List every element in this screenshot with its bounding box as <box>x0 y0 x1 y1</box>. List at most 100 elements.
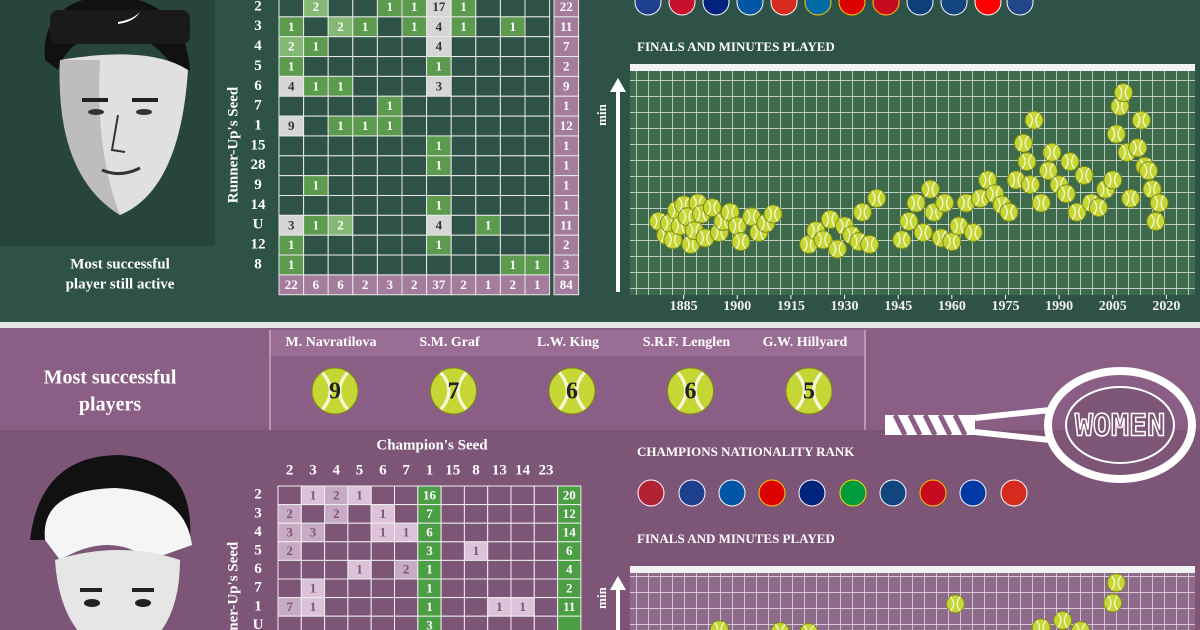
tennis-ball <box>1067 202 1087 222</box>
ball-body <box>892 230 912 250</box>
column-label: 13 <box>492 462 507 478</box>
row-label: U <box>253 617 264 630</box>
flag <box>1006 0 1034 16</box>
cell-value: 3 <box>436 78 443 93</box>
matrix-cell <box>394 504 419 524</box>
cell-value: 2 <box>286 543 293 558</box>
cell-value: 2 <box>403 562 410 577</box>
cell-value: 2 <box>333 487 340 502</box>
flag <box>1000 479 1028 507</box>
nose <box>110 114 126 153</box>
matrix-cell <box>401 234 428 256</box>
cell-value: 3 <box>310 524 317 539</box>
matrix-cell <box>376 214 403 236</box>
ball-body <box>1021 175 1041 195</box>
matrix-cell <box>352 254 378 276</box>
ball-seam <box>1150 213 1162 230</box>
row-total: 1 <box>563 98 570 113</box>
matrix-cell <box>499 0 526 18</box>
matrix-cell <box>487 559 512 580</box>
ball-seam <box>949 596 961 612</box>
ball-seam <box>824 211 836 228</box>
tennis-ball <box>1056 184 1076 204</box>
flag <box>736 0 764 16</box>
ball-seam <box>1028 112 1040 128</box>
tennis-ball <box>945 594 965 614</box>
matrix-cell <box>394 615 419 630</box>
cell-value: 2 <box>288 39 295 54</box>
flag <box>770 0 798 16</box>
ball-seam <box>960 195 972 211</box>
matrix-cell <box>533 559 559 580</box>
matrix-cell <box>450 95 477 117</box>
cell-value: 1 <box>436 138 443 153</box>
cell-value: 1 <box>386 118 393 133</box>
matrix-cell <box>347 615 372 630</box>
ball-body <box>1074 165 1094 185</box>
row-total: 2 <box>563 237 570 252</box>
matrix-cell <box>352 56 378 77</box>
tennis-ball <box>702 198 722 218</box>
matrix-cell <box>487 615 512 630</box>
flag <box>959 479 987 507</box>
column-total: 6 <box>313 277 320 292</box>
matrix-cell <box>327 135 354 157</box>
ball-body <box>935 193 955 213</box>
ball-seam <box>439 371 468 411</box>
cell-value: 4 <box>436 19 443 34</box>
row-total: 7 <box>563 39 570 54</box>
cell-value: 1 <box>460 0 467 14</box>
matrix-cell <box>533 522 559 543</box>
cell-value: 1 <box>411 0 418 14</box>
matrix-cell <box>394 485 419 506</box>
ball-seam <box>1153 195 1165 211</box>
ball-body <box>785 367 833 415</box>
cell-value: 4 <box>288 78 295 93</box>
ball-seam <box>1046 144 1058 161</box>
player-titles: 7 <box>448 379 460 405</box>
cell-value: 1 <box>313 217 320 232</box>
matrix-cell <box>352 234 378 256</box>
matrix-cell <box>499 155 526 177</box>
matrix-cell <box>300 504 326 524</box>
eye <box>136 109 152 115</box>
ball-body <box>860 234 880 254</box>
ball-seam <box>1125 190 1137 207</box>
matrix-cell <box>510 578 535 599</box>
ball-seam <box>1003 204 1015 220</box>
matrix-cell <box>524 214 551 236</box>
cell-value: 1 <box>485 217 492 232</box>
headband <box>50 10 190 44</box>
cell-value: 3 <box>288 217 295 232</box>
tennis-ball <box>1031 193 1051 213</box>
matrix-cell <box>401 95 428 117</box>
cell-value: 1 <box>436 197 443 212</box>
matrix-cell <box>524 155 551 177</box>
row-label: 3 <box>254 18 262 34</box>
matrix-cell <box>510 522 535 543</box>
matrix-cell <box>278 175 305 196</box>
row-label: 6 <box>254 78 262 94</box>
matrix-cell <box>463 522 489 543</box>
player-name: G.W. Hillyard <box>763 335 848 350</box>
ball-seam <box>803 624 815 630</box>
total-cell <box>553 274 580 296</box>
matrix-cell <box>277 485 302 506</box>
cell-value: 1 <box>426 562 433 577</box>
ball-seam <box>676 371 705 411</box>
matrix-cell <box>303 135 329 157</box>
matrix-cell <box>475 95 501 117</box>
face <box>55 550 180 630</box>
tennis-ball <box>920 179 940 199</box>
ball-seam <box>699 230 711 246</box>
cell-value: 2 <box>333 506 340 521</box>
ball-seam <box>321 371 349 411</box>
x-tick-label: 1990 <box>1045 299 1073 314</box>
matrix-cell <box>524 195 551 216</box>
tennis-ball <box>827 239 847 259</box>
matrix-cell <box>450 234 477 256</box>
flag <box>668 0 696 16</box>
racket-grip <box>892 413 968 437</box>
matrix-cell <box>401 155 428 177</box>
matrix-cell <box>440 504 465 524</box>
